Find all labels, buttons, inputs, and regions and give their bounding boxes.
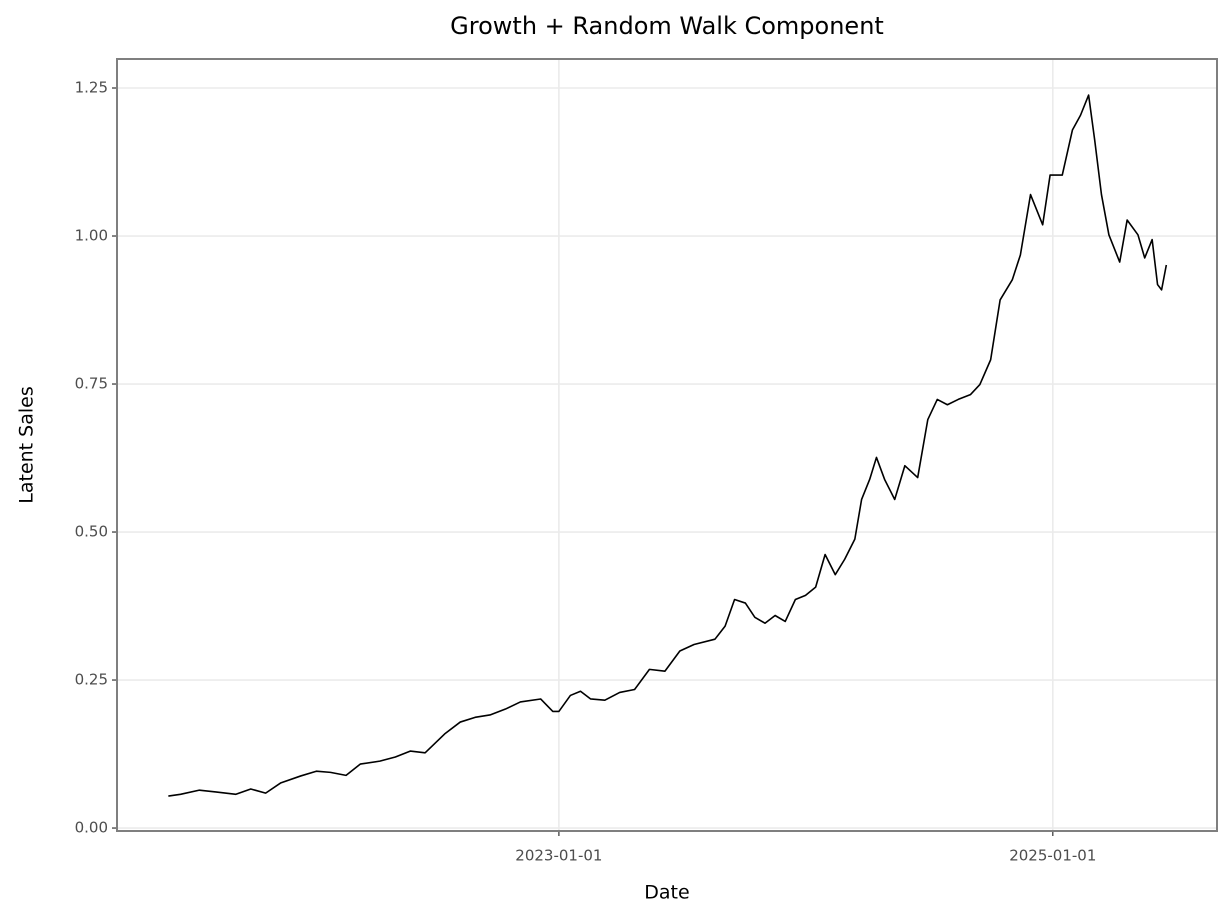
panel-border [116, 58, 1218, 832]
y-axis-title: Latent Sales [16, 386, 38, 503]
x-tick-label: 2025-01-01 [1009, 847, 1096, 865]
y-tick-label: 0.50 [75, 523, 108, 541]
y-tick-label: 0.25 [75, 671, 108, 689]
series-line [168, 94, 1168, 797]
y-tick-label: 0.00 [75, 819, 108, 837]
y-tick-label: 1.25 [75, 79, 108, 97]
x-tick-label: 2023-01-01 [515, 847, 602, 865]
x-axis-title: Date [644, 882, 689, 904]
y-tick-label: 1.00 [75, 227, 108, 245]
chart-title: Growth + Random Walk Component [450, 12, 884, 40]
y-tick-label: 0.75 [75, 375, 108, 393]
